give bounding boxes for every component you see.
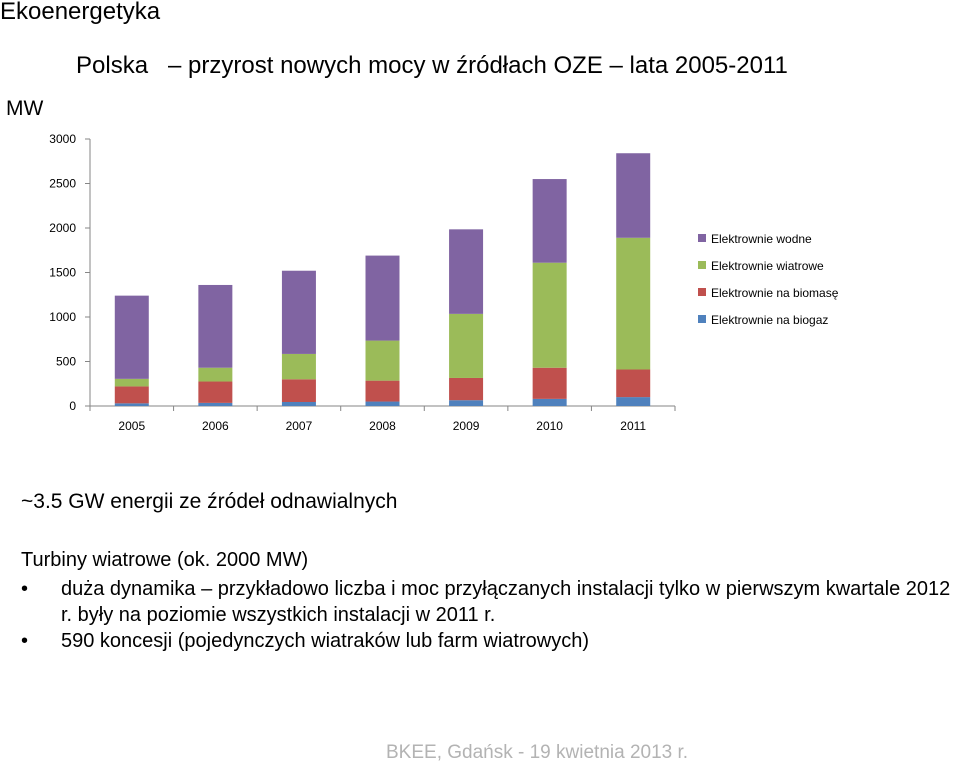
bullet-list: • duża dynamika – przykładowo liczba i mo… — [21, 576, 956, 654]
slide-title: Ekoenergetyka — [0, 0, 161, 25]
legend-label: Elektrownie na biogaz — [711, 313, 828, 327]
bar-segment — [114, 378, 149, 387]
bar-segment — [532, 262, 567, 368]
bar-segment — [198, 402, 233, 406]
bar-segment — [281, 270, 316, 354]
bar-segment — [449, 377, 484, 401]
bar-segment — [532, 398, 567, 406]
x-tick-label: 2011 — [620, 419, 646, 433]
summary-text: ~3.5 GW energii ze źródeł odnawialnych — [21, 490, 398, 513]
y-tick-label: 3000 — [49, 132, 76, 146]
list-item: • duża dynamika – przykładowo liczba i mo… — [21, 576, 956, 628]
y-axis-unit: MW — [6, 97, 44, 120]
y-tick-label: 500 — [56, 355, 76, 369]
bar-segment — [616, 369, 651, 398]
bar-segment — [281, 353, 316, 380]
bar-segment — [365, 380, 400, 402]
bar-segment — [198, 367, 233, 382]
bar-segment — [365, 255, 400, 341]
bar-segment — [449, 400, 484, 406]
bar-segment — [616, 237, 651, 370]
x-tick-label: 2008 — [369, 419, 396, 433]
bar-segment — [198, 381, 233, 403]
x-tick-label: 2007 — [286, 419, 313, 433]
legend-label: Elektrownie wiatrowe — [711, 259, 824, 273]
legend-swatch — [698, 234, 706, 242]
footer-text: BKEE, Gdańsk - 19 kwietnia 2013 r. — [386, 742, 689, 763]
legend-label: Elektrownie na biomasę — [711, 286, 839, 300]
y-tick-label: 2000 — [49, 221, 76, 235]
bar-segment — [532, 367, 567, 399]
x-tick-label: 2010 — [536, 419, 563, 433]
x-tick-label: 2006 — [202, 419, 229, 433]
x-tick-label: 2009 — [453, 419, 480, 433]
x-tick-label: 2005 — [118, 419, 145, 433]
y-tick-label: 2500 — [49, 177, 76, 191]
legend-swatch — [698, 315, 706, 323]
bar-segment — [616, 153, 651, 238]
bullet-text: duża dynamika – przykładowo liczba i moc… — [61, 578, 951, 626]
y-tick-label: 1500 — [49, 266, 76, 280]
y-tick-label: 0 — [69, 399, 76, 413]
bar-segment — [281, 379, 316, 402]
bar-segment — [198, 284, 233, 368]
list-item: • 590 koncesji (pojedynczych wiatraków lu… — [21, 628, 956, 654]
bar-segment — [449, 229, 484, 314]
bullet-icon: • — [21, 578, 29, 600]
bar-segment — [114, 386, 149, 404]
bar-segment — [365, 401, 400, 406]
y-tick-label: 1000 — [49, 310, 76, 324]
chart-title: Polska – przyrost nowych mocy w źródłach… — [76, 52, 788, 79]
stacked-bar-chart: 0 500 1000 1500 2000 2500 3000 2005 2006 2007 2008… — [49, 132, 839, 433]
bullet-icon: • — [21, 630, 29, 652]
legend-label: Elektrownie wodne — [711, 232, 812, 246]
legend-swatch — [698, 261, 706, 269]
bar-segment — [532, 179, 567, 263]
section-heading: Turbiny wiatrowe (ok. 2000 MW) — [21, 549, 309, 571]
bar-segment — [616, 397, 651, 406]
bar-segment — [365, 340, 400, 381]
bar-segment — [449, 313, 484, 378]
bar-segment — [281, 401, 316, 406]
bullet-text: 590 koncesji (pojedynczych wiatraków lub… — [61, 630, 589, 652]
legend-swatch — [698, 288, 706, 296]
bar-segment — [114, 403, 149, 406]
bar-segment — [114, 295, 149, 379]
